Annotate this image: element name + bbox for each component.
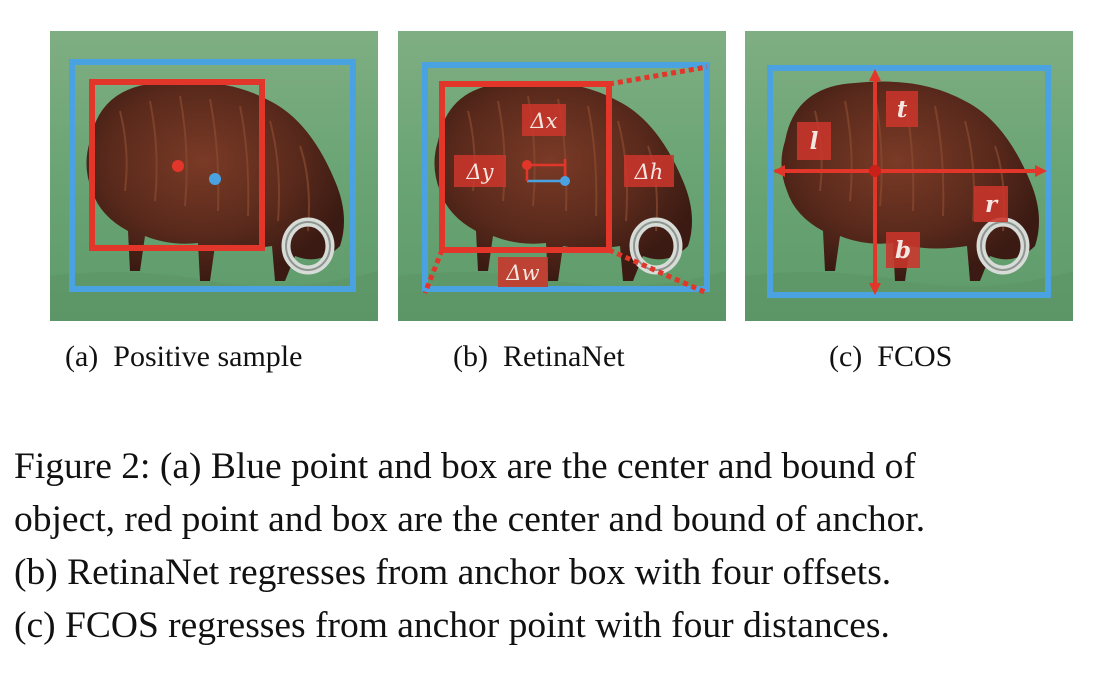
subfigure-label-c: (c) FCOS [829, 340, 952, 374]
object-box [767, 65, 1051, 298]
caption-line: object, red point and box are the center… [14, 499, 926, 540]
distance-l-label: l [810, 128, 819, 155]
delta-h-label: Δh [634, 160, 664, 184]
anchor-box [439, 81, 612, 253]
caption-line: Figure 2: (a) Blue point and box are the… [14, 446, 916, 487]
object-center-point [560, 176, 570, 186]
panel-a-image [50, 31, 378, 321]
anchor-center-point [522, 160, 532, 170]
distance-r-label: r [985, 191, 999, 218]
anchor-point [869, 165, 881, 177]
delta-w-label: Δw [505, 261, 539, 285]
caption-line: (c) FCOS regresses from anchor point wit… [14, 605, 890, 646]
subfigure-label-b: (b) RetinaNet [453, 340, 625, 374]
object-box [69, 59, 356, 292]
delta-y-label: Δy [465, 160, 494, 184]
subfigure-title: FCOS [877, 340, 953, 373]
subfigure-tag: (c) [829, 340, 863, 373]
offset-dashed-line [422, 249, 445, 294]
subfigure-title: RetinaNet [502, 340, 625, 373]
object-box [422, 62, 710, 292]
subfigure-tag: (a) [65, 340, 99, 373]
object-center-point [209, 173, 221, 185]
distance-b-label: b [895, 237, 911, 264]
subfigure-label-a: (a) Positive sample [65, 340, 302, 374]
anchor-box [89, 79, 265, 251]
panel-b-image: Δx Δy Δh Δw [398, 31, 726, 321]
subfigure-tag: (b) [453, 340, 488, 373]
delta-x-label: Δx [529, 109, 557, 133]
caption-line: (b) RetinaNet regresses from anchor box … [14, 552, 892, 593]
offset-dashed-line [608, 64, 708, 87]
panel-c-image: l t r b [745, 31, 1073, 321]
distance-t-label: t [897, 96, 908, 123]
subfigure-title: Positive sample [113, 340, 303, 373]
anchor-center-point [172, 160, 184, 172]
figure-caption: Figure 2: (a) Blue point and box are the… [14, 440, 1106, 652]
